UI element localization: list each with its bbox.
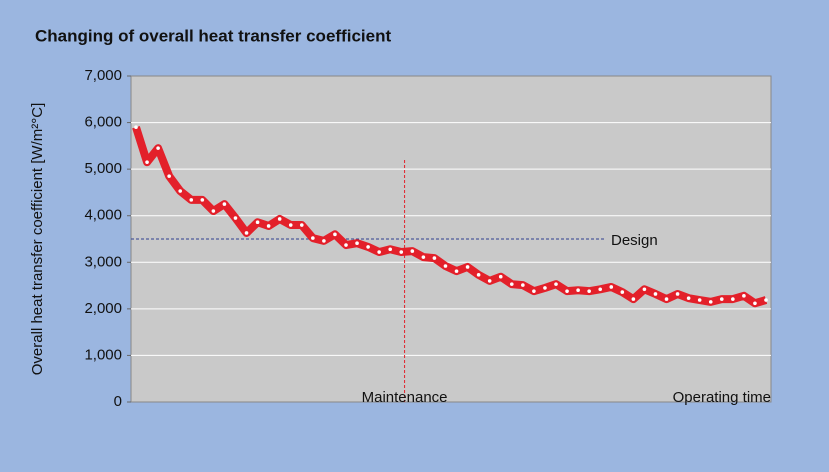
data-point (388, 247, 392, 251)
data-point (554, 282, 558, 286)
data-point (543, 286, 547, 290)
data-point (245, 231, 249, 235)
data-point (676, 292, 680, 296)
data-point (366, 245, 370, 249)
data-point (587, 289, 591, 293)
data-point (411, 249, 415, 253)
data-point (643, 287, 647, 291)
data-point (698, 298, 702, 302)
data-point (256, 220, 260, 224)
data-point (477, 273, 481, 277)
data-point (576, 288, 580, 292)
data-point (333, 233, 337, 237)
y-tick-label: 7,000 (84, 67, 122, 84)
data-point (178, 189, 182, 193)
data-point (134, 125, 138, 129)
design-label: Design (611, 232, 658, 249)
data-point (399, 250, 403, 254)
data-point (742, 294, 746, 298)
data-point (499, 275, 503, 279)
chart-title: Changing of overall heat transfer coeffi… (35, 26, 391, 45)
data-point (444, 264, 448, 268)
data-point (156, 146, 160, 150)
data-point (720, 297, 724, 301)
data-point (234, 216, 238, 220)
y-tick-label: 5,000 (84, 160, 122, 177)
data-point (223, 202, 227, 206)
y-tick-label: 6,000 (84, 114, 122, 131)
maintenance-label: Maintenance (362, 389, 448, 406)
data-point (433, 256, 437, 260)
data-point (267, 224, 271, 228)
data-point (167, 174, 171, 178)
data-point (654, 292, 658, 296)
x-axis-label: Operating time (673, 389, 771, 406)
chart: Changing of overall heat transfer coeffi… (0, 0, 829, 472)
data-point (532, 289, 536, 293)
data-point (355, 241, 359, 245)
data-point (189, 198, 193, 202)
data-point (212, 209, 216, 213)
y-tick-label: 0 (114, 393, 122, 410)
data-point (632, 297, 636, 301)
y-tick-label: 3,000 (84, 253, 122, 270)
data-point (455, 269, 459, 273)
y-tick-label: 4,000 (84, 207, 122, 224)
data-point (377, 250, 381, 254)
data-point (311, 236, 315, 240)
data-point (278, 217, 282, 221)
data-point (344, 243, 348, 247)
data-point (521, 283, 525, 287)
data-point (621, 290, 625, 294)
data-point (665, 297, 669, 301)
y-tick-label: 2,000 (84, 300, 122, 317)
data-point (510, 282, 514, 286)
data-point (764, 298, 768, 302)
data-point (422, 255, 426, 259)
data-point (300, 223, 304, 227)
data-point (687, 296, 691, 300)
data-point (145, 160, 149, 164)
data-point (488, 279, 492, 283)
data-point (753, 301, 757, 305)
data-point (598, 287, 602, 291)
y-tick-label: 1,000 (84, 346, 122, 363)
y-axis-label: Overall heat transfer coefficient [W/m²°… (29, 103, 46, 375)
data-point (289, 223, 293, 227)
data-point (322, 239, 326, 243)
data-point (201, 198, 205, 202)
data-point (731, 297, 735, 301)
data-point (466, 265, 470, 269)
data-point (565, 289, 569, 293)
data-point (709, 300, 713, 304)
data-point (609, 285, 613, 289)
